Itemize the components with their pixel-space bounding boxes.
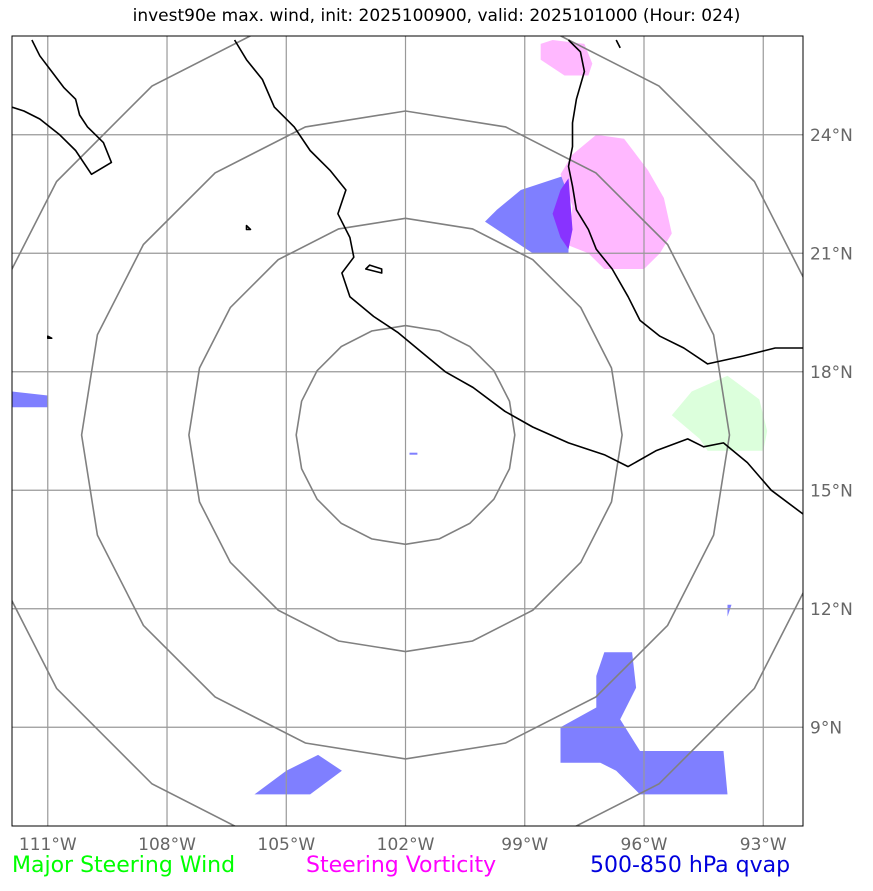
lat-tick-label: 15°N xyxy=(810,481,853,501)
legend-wind: Major Steering Wind xyxy=(12,853,236,878)
map-frame xyxy=(11,35,804,827)
lat-tick-label: 21°N xyxy=(810,244,853,264)
lat-tick-label: 24°N xyxy=(810,126,853,146)
coastline-pacific_main xyxy=(233,39,803,515)
lon-tick-label: 111°W xyxy=(19,835,77,855)
qvap-field xyxy=(485,174,569,254)
lat-tick-label: 9°N xyxy=(810,718,842,738)
vorticity-qvap-overlap xyxy=(552,178,573,250)
coastline-gulf_coast_top xyxy=(615,39,621,49)
coastline-pacific_mexico xyxy=(12,39,113,176)
range-ring xyxy=(188,217,623,653)
lat-tick-label: 12°N xyxy=(810,600,853,620)
lon-tick-label: 102°W xyxy=(377,835,435,855)
coastline-island_b xyxy=(245,224,252,231)
steering-wind-field xyxy=(671,375,768,451)
qvap-field xyxy=(560,652,728,795)
qvap-field xyxy=(727,604,732,617)
vorticity-field xyxy=(560,134,672,269)
qvap-field xyxy=(12,391,48,408)
range-ring xyxy=(80,110,731,760)
range-ring xyxy=(12,36,803,826)
qvap-field xyxy=(409,452,418,455)
lon-tick-label: 96°W xyxy=(621,835,668,855)
lon-tick-label: 105°W xyxy=(257,835,315,855)
lon-tick-label: 99°W xyxy=(501,835,548,855)
map-title: invest90e max. wind, init: 2025100900, v… xyxy=(132,6,741,26)
lon-tick-label: 93°W xyxy=(740,835,787,855)
coastline-island_a xyxy=(364,264,383,274)
vorticity-field xyxy=(540,40,593,76)
coastline-mainland xyxy=(567,39,803,365)
legend-vorticity: Steering Vorticity xyxy=(306,853,497,878)
qvap-field xyxy=(254,754,342,795)
legend-qvap: 500-850 hPa qvap xyxy=(590,853,791,878)
lat-tick-label: 18°N xyxy=(810,363,853,383)
lon-tick-label: 108°W xyxy=(138,835,196,855)
range-ring xyxy=(295,324,516,546)
coastline-island_c xyxy=(46,335,53,340)
